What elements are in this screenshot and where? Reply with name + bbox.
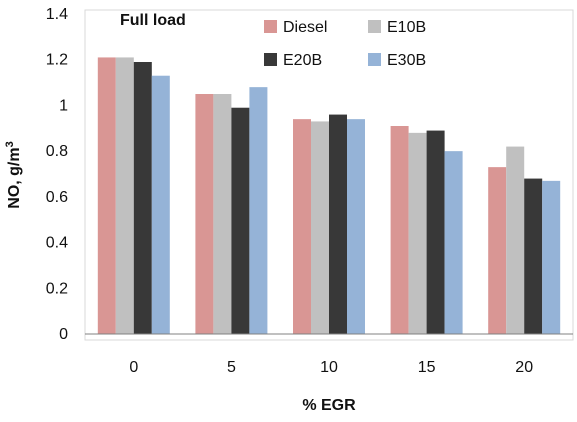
bar-e30b-egr-10 [347, 119, 365, 335]
legend-swatch [264, 53, 277, 66]
y-tick-label: 0.6 [46, 189, 68, 206]
y-axis-label-main: NO, g/m [6, 147, 23, 208]
bar-diesel-egr-10 [293, 119, 311, 335]
x-tick-label: 0 [129, 359, 138, 376]
bar-diesel-egr-15 [390, 126, 409, 334]
bar-e20b-egr-5 [231, 107, 250, 334]
x-tick-label: 15 [418, 359, 436, 376]
bar-e10b-egr-0 [115, 57, 134, 335]
legend-swatch [264, 20, 277, 33]
y-tick-label: 1.2 [46, 52, 68, 69]
legend-item-diesel: Diesel [264, 19, 327, 36]
legend-swatch [368, 53, 381, 66]
bar-e30b-egr-5 [249, 87, 268, 335]
x-axis-ticks: 0 5 10 15 20 [129, 359, 533, 376]
bar-group-egr-10 [293, 114, 365, 335]
legend-label: Diesel [283, 19, 327, 36]
legend-item-e20b: E20B [264, 52, 322, 69]
y-tick-label: 1.4 [46, 6, 68, 23]
y-axis-label-superscript: 3 [4, 141, 16, 147]
bar-diesel-egr-20 [488, 167, 507, 334]
bar-group-egr-20 [488, 146, 561, 334]
x-tick-label: 5 [227, 359, 236, 376]
x-tick-label: 20 [515, 359, 533, 376]
x-tick-label: 10 [320, 359, 338, 376]
legend-item-e10b: E10B [368, 19, 426, 36]
bar-e30b-egr-0 [151, 75, 170, 334]
bar-e20b-egr-15 [426, 130, 445, 334]
chart-annotation: Full load [120, 12, 186, 29]
legend-label: E10B [387, 19, 426, 36]
bar-e20b-egr-20 [524, 178, 543, 334]
y-axis-label: NO, g/m3 [4, 141, 23, 208]
legend-swatch [368, 20, 381, 33]
bar-e20b-egr-0 [133, 62, 152, 334]
y-tick-label: 0.8 [46, 143, 68, 160]
bar-e30b-egr-15 [444, 151, 463, 334]
bar-groups [97, 57, 561, 335]
bar-diesel-egr-0 [97, 57, 116, 335]
y-tick-label: 0.4 [46, 235, 68, 252]
bar-group-egr-5 [195, 87, 268, 335]
bar-e20b-egr-10 [329, 114, 347, 334]
bar-e10b-egr-10 [311, 121, 329, 334]
legend-item-e30b: E30B [368, 52, 426, 69]
legend-label: E20B [283, 52, 322, 69]
bar-e10b-egr-5 [213, 94, 232, 334]
bar-group-egr-15 [390, 126, 463, 334]
bar-group-egr-0 [97, 57, 170, 335]
y-tick-label: 1 [59, 97, 68, 114]
bar-e30b-egr-20 [542, 180, 561, 334]
bar-diesel-egr-5 [195, 94, 214, 334]
x-axis-label: % EGR [302, 397, 356, 414]
legend: Diesel E10B E20B E30B [264, 19, 426, 69]
plot-frame [84, 9, 574, 341]
legend-label: E30B [387, 52, 426, 69]
y-axis-ticks: 0 0.2 0.4 0.6 0.8 1 1.2 1.4 [46, 6, 68, 343]
bar-e10b-egr-20 [506, 146, 525, 334]
bar-e10b-egr-15 [408, 132, 427, 334]
y-tick-label: 0.2 [46, 280, 68, 297]
y-tick-label: 0 [59, 326, 68, 343]
